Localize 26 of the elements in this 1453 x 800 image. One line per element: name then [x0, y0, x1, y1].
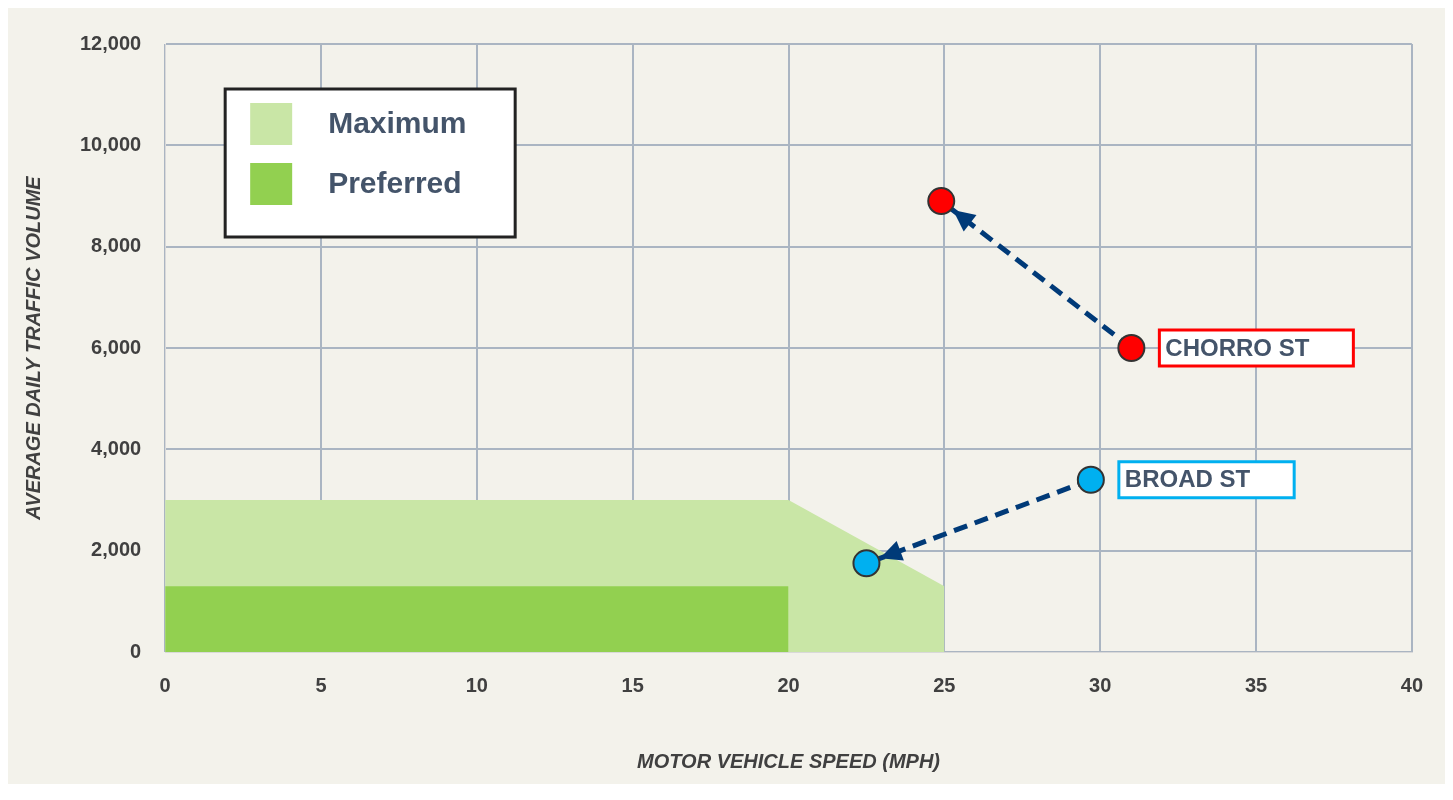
point — [1117, 334, 1146, 362]
x-tick-label: 20 — [777, 673, 800, 696]
y-tick-label: 6,000 — [91, 335, 142, 358]
x-tick-label: 30 — [1089, 673, 1112, 696]
annotation: BROAD ST — [1124, 465, 1251, 493]
x-tick-label: 35 — [1244, 673, 1268, 696]
y-tick-label: 10,000 — [80, 132, 142, 155]
x-tick-label: 25 — [933, 673, 956, 696]
x-tick-label: 40 — [1400, 673, 1423, 696]
x-axis-title: MOTOR VEHICLE SPEED (MPH) — [637, 749, 941, 772]
point — [1076, 465, 1105, 494]
point — [927, 187, 956, 216]
y-tick-label: 8,000 — [91, 234, 142, 257]
legend-label: Preferred — [328, 166, 462, 200]
y-axis-title: AVERAGE DAILY TRAFFIC VOLUME — [21, 175, 44, 521]
x-tick-label: 0 — [159, 673, 171, 696]
x-tick-label: 15 — [621, 673, 644, 696]
legend-label: Maximum — [328, 106, 467, 140]
y-tick-label: 0 — [130, 639, 142, 662]
annotation: CHORRO ST — [1165, 333, 1310, 361]
y-tick-label: 2,000 — [91, 538, 142, 561]
y-tick-label: 12,000 — [80, 31, 142, 54]
point — [852, 549, 881, 578]
x-tick-label: 5 — [315, 673, 327, 696]
y-tick-label: 4,000 — [91, 436, 142, 459]
x-tick-label: 10 — [465, 673, 488, 696]
